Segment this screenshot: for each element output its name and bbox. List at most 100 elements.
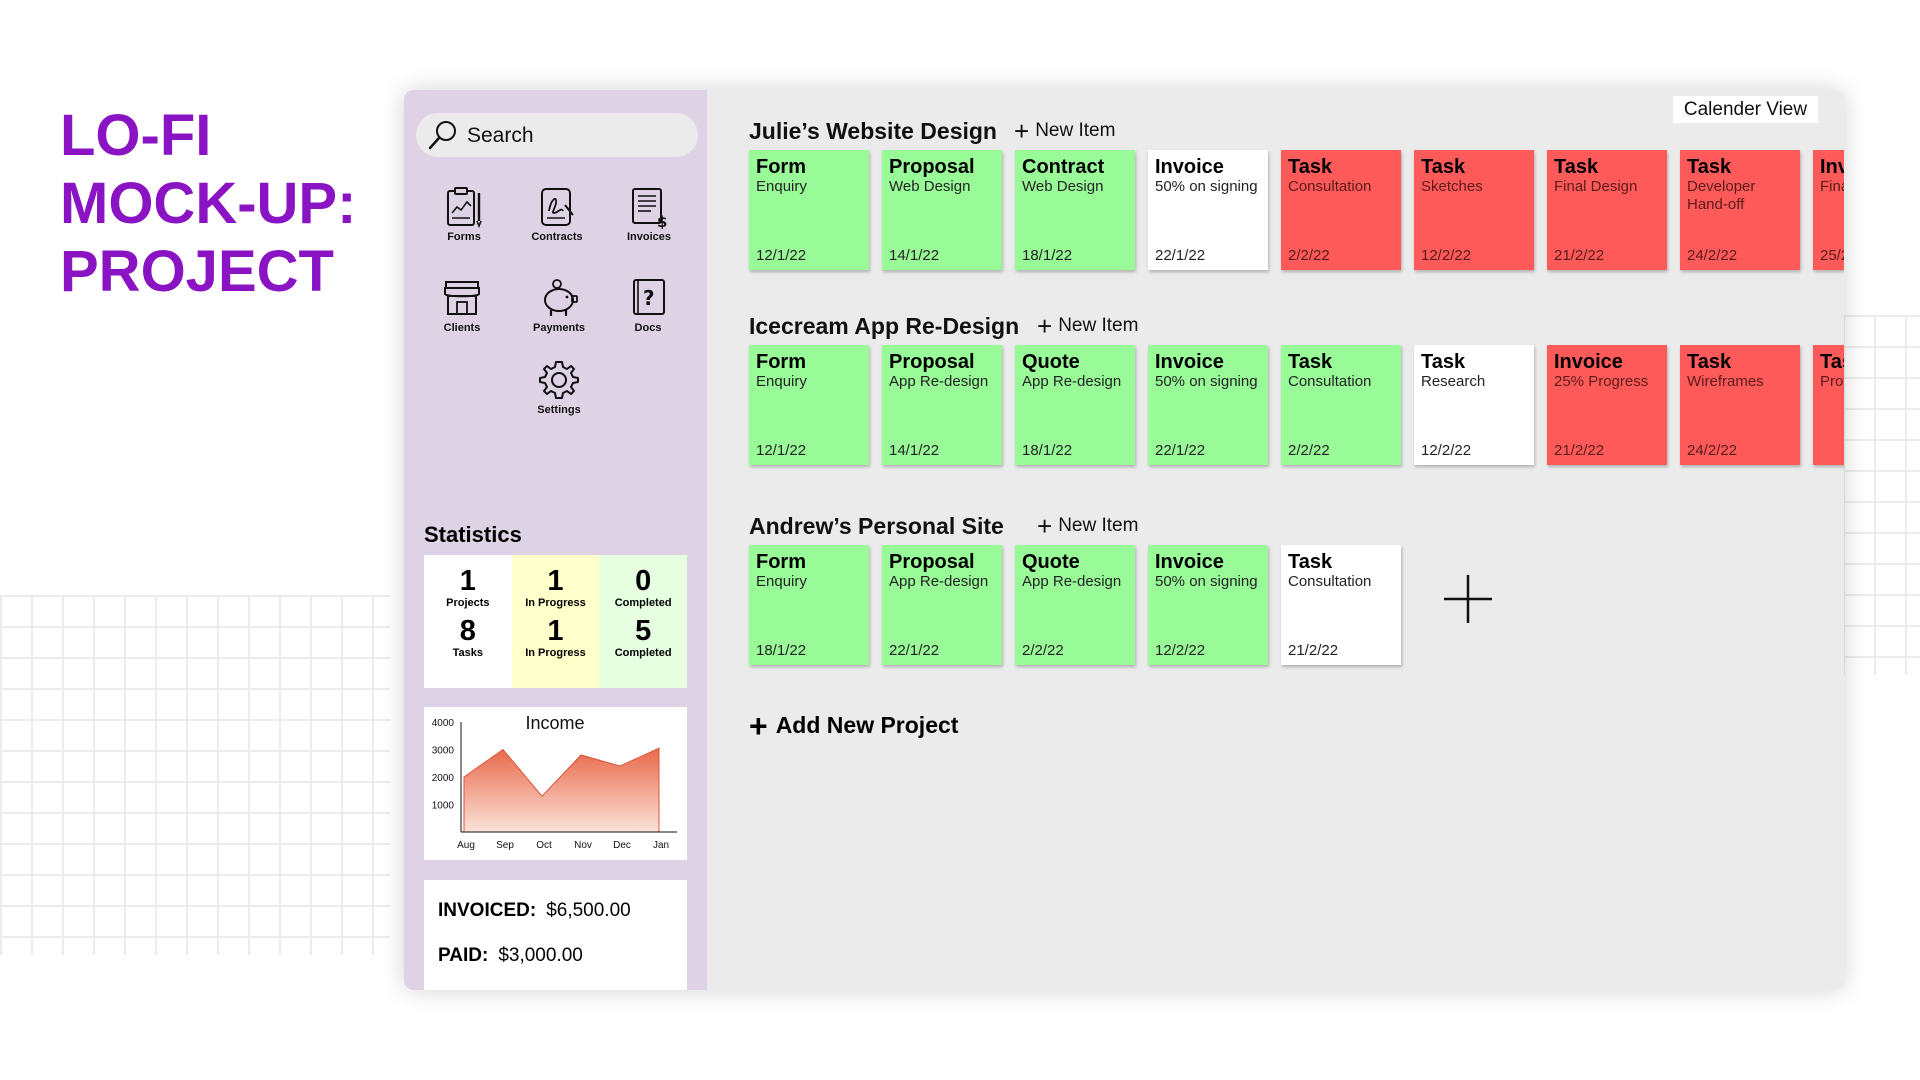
income-chart-panel: Income 4000 3000 2000 1000 Aug Sep Oct Nov Dec J… [424,707,687,860]
card-subtitle: Developer Hand-off [1687,178,1756,213]
nav-contracts[interactable]: Contracts [517,185,597,243]
y-tick-label: 2000 [432,773,455,784]
nav-settings[interactable]: Settings [519,358,599,416]
project-card[interactable]: Form Enquiry 18/1/22 [749,545,869,665]
hero-title-line-1: LO-FI [60,103,212,168]
nav-invoices[interactable]: $ Invoices [609,185,689,243]
project-card[interactable]: Proposal App Re-design 14/1/22 [882,345,1002,465]
card-subtitle: Consultation [1288,178,1372,195]
card-date: 21/2/22 [1554,442,1605,459]
statistics-panel: 1 Projects 8 Tasks 1 In Progress 1 In Pr… [424,555,687,688]
add-new-project-button[interactable]: + Add New Project [749,710,959,742]
project-card[interactable]: Invoice 50% on signing 22/1/22 [1148,150,1268,270]
card-title: Task [1288,351,1333,373]
card-date: 12/1/22 [756,442,807,459]
card-subtitle: Consultation [1288,573,1372,590]
project-card[interactable]: Proposal App Re-design 22/1/22 [882,545,1002,665]
stat-tasks-in-progress-value: 1 [547,615,564,647]
project-card[interactable]: InvoiceFinal 25/2/22 [1813,150,1844,270]
stats-col-totals: 1 Projects 8 Tasks [424,555,512,688]
project-card[interactable]: Task Research 12/2/22 [1414,345,1534,465]
docs-icon: ? [633,279,665,315]
card-title: Task [1554,156,1599,178]
new-item-button[interactable]: + New Item [1037,313,1138,339]
hero-title-line-2: MOCK-UP: [60,171,357,236]
nav-clients[interactable]: Clients [422,276,502,334]
card-subtitle: App Re-design [889,573,989,590]
card-title: Task [1820,351,1844,373]
nav-payments-label: Payments [533,322,585,334]
project-card[interactable]: Task Developer Hand-off 24/2/22 [1680,150,1800,270]
card-date: 24/2/22 [1687,442,1738,459]
card-date: 18/1/22 [1022,247,1073,264]
card-date: 21/2/22 [1288,642,1339,659]
card-date: 14/1/22 [889,442,940,459]
project-card[interactable]: Proposal Web Design 14/1/22 [882,150,1002,270]
card-title: Invoice [1155,351,1224,373]
add-new-project-label: Add New Project [775,712,959,738]
nav-invoices-label: Invoices [626,231,672,243]
hero-title: LO-FI MOCK-UP: PROJECT [60,102,356,306]
card-title: Task [1687,156,1732,178]
stat-tasks-value: 8 [459,615,476,647]
sidebar: Search Forms Contracts [404,90,707,990]
income-area [463,747,660,833]
x-tick-label: Dec [613,840,631,851]
nav-docs[interactable]: ? Docs [608,276,688,334]
project-card[interactable]: Task Consultation 2/2/22 [1281,345,1401,465]
project-card[interactable]: Contract Web Design 18/1/22 [1015,150,1135,270]
new-item-button[interactable]: + New Item [1014,118,1115,144]
project-card[interactable]: TaskPrototype [1813,345,1844,465]
svg-text:$: $ [657,213,667,229]
card-title: Quote [1022,351,1080,373]
card-date: 2/2/22 [1288,442,1330,459]
project-card[interactable]: Form Enquiry 12/1/22 [749,345,869,465]
project-card[interactable]: Invoice 50% on signing 12/2/22 [1148,545,1268,665]
nav-payments[interactable]: Payments [519,276,599,334]
search-placeholder: Search [467,124,534,147]
project-card[interactable]: Task Consultation 21/2/22 [1281,545,1401,665]
x-tick-label: Oct [536,840,552,851]
card-title: Task [1288,551,1333,573]
forms-icon [447,187,482,229]
new-item-button[interactable]: + New Item [1037,513,1139,539]
card-subtitle: App Re-design [1022,573,1122,590]
card-subtitle: Research [1421,373,1486,390]
card-title: Task [1687,351,1732,373]
card-subtitle: Sketches [1421,178,1483,195]
project-card[interactable]: Quote App Re-design 2/2/22 [1015,545,1135,665]
app-window: Search Forms Contracts [404,90,1844,990]
card-date: 18/1/22 [1022,442,1073,459]
card-title: Form [756,156,806,178]
card-date: 14/1/22 [889,247,940,264]
search-input[interactable]: Search [416,113,698,157]
project-card[interactable]: Task Consultation 2/2/22 [1281,150,1401,270]
add-card-plus-icon[interactable] [1442,573,1494,625]
project-card[interactable]: Task Sketches 12/2/22 [1414,150,1534,270]
project-card[interactable]: Task Final Design 21/2/22 [1547,150,1667,270]
project-card[interactable]: Task Wireframes 24/2/22 [1680,345,1800,465]
project-card[interactable]: Invoice 25% Progress 21/2/22 [1547,345,1667,465]
stat-tasks-label: Tasks [452,647,484,659]
card-subtitle: Enquiry [756,373,807,390]
card-subtitle: App Re-design [1022,373,1122,390]
calendar-view-button[interactable]: Calender View [1673,96,1818,123]
card-subtitle: App Re-design [889,373,989,390]
contracts-icon [541,188,574,226]
stats-col-in-progress: 1 In Progress 1 In Progress [511,555,600,688]
invoices-icon: $ [632,188,667,229]
card-subtitle: 50% on signing [1155,373,1258,390]
y-tick-label: 4000 [432,718,455,729]
project-card[interactable]: Form Enquiry 12/1/22 [749,150,869,270]
nav-forms[interactable]: Forms [424,185,504,243]
project-card[interactable]: Quote App Re-design 18/1/22 [1015,345,1135,465]
y-tick-label: 1000 [432,801,455,812]
card-subtitle: Wireframes [1687,373,1764,390]
project-card[interactable]: Invoice 50% on signing 22/1/22 [1148,345,1268,465]
nav-docs-label: Docs [634,322,662,334]
card-date: 22/1/22 [1155,442,1206,459]
chart-title: Income [525,713,584,733]
stat-tasks-completed-label: Completed [614,647,672,659]
card-subtitle: Enquiry [756,573,807,590]
new-item-label: New Item [1058,515,1139,536]
